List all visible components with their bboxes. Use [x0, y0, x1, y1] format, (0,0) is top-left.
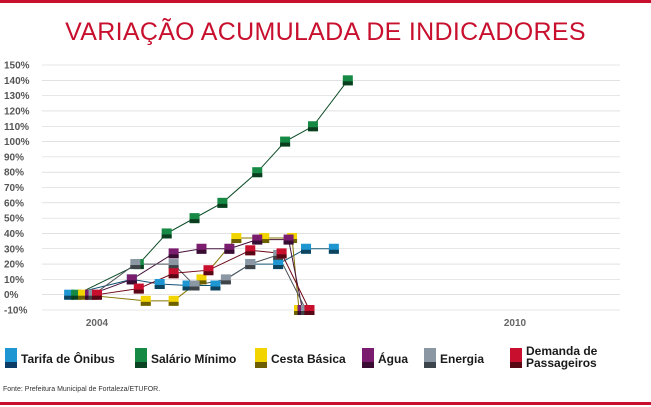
- series-layer: [64, 75, 353, 315]
- legend-swatch-demanda: [510, 348, 522, 368]
- y-tick-label: 70%: [4, 183, 24, 194]
- y-tick-label: 130%: [4, 91, 30, 102]
- data-point: [301, 243, 311, 254]
- legend-label-demanda-line2: Passageiros: [526, 356, 597, 370]
- data-point: [168, 268, 179, 279]
- y-tick-label: 20%: [4, 260, 24, 271]
- y-tick-label: -10%: [4, 306, 27, 317]
- x-tick-label: 2010: [504, 318, 527, 329]
- legend-swatch-energia: [424, 348, 436, 368]
- y-tick-label: 140%: [4, 76, 30, 87]
- y-tick-label: 0%: [4, 290, 19, 301]
- legend-swatch-tarifa: [5, 348, 17, 368]
- data-point: [168, 248, 179, 259]
- y-tick-label: 110%: [4, 122, 29, 133]
- data-point: [217, 197, 228, 208]
- data-point: [328, 243, 339, 254]
- data-point: [161, 228, 172, 239]
- data-point: [140, 295, 151, 306]
- y-tick-label: 150%: [4, 61, 30, 72]
- data-point: [189, 280, 200, 291]
- data-point: [189, 213, 200, 224]
- y-tick-label: 90%: [4, 152, 24, 163]
- data-point: [245, 245, 256, 256]
- y-tick-label: 80%: [4, 168, 24, 179]
- y-tick-label: 120%: [4, 106, 30, 117]
- y-tick-label: 50%: [4, 214, 24, 225]
- data-point: [154, 278, 165, 289]
- legend-label-tarifa: Tarifa de Ônibus: [21, 352, 115, 366]
- y-tick-label: 10%: [4, 275, 24, 286]
- bottom-rule: [0, 402, 651, 405]
- y-tick-label: 30%: [4, 244, 24, 255]
- data-point: [71, 289, 82, 300]
- legend-label-salario: Salário Mínimo: [151, 352, 237, 366]
- data-point: [64, 289, 75, 300]
- data-point: [203, 265, 214, 276]
- data-point: [252, 234, 263, 245]
- data-point: [196, 243, 207, 254]
- data-point: [168, 295, 179, 306]
- data-point: [210, 280, 221, 291]
- y-tick-label: 100%: [4, 137, 30, 148]
- legend-label-cesta: Cesta Básica: [271, 352, 346, 366]
- data-point: [224, 243, 235, 254]
- data-point: [182, 280, 193, 291]
- data-point: [280, 136, 291, 147]
- data-point: [304, 305, 315, 315]
- data-point: [252, 167, 263, 178]
- data-point: [231, 233, 242, 244]
- y-axis-ticks: 150% 140% 130% 120% 110% 100% 90% 80% 70% 60% 50% 4…: [4, 61, 30, 317]
- top-rule: [0, 0, 651, 3]
- x-tick-label: 2004: [86, 318, 109, 329]
- data-point: [133, 283, 144, 294]
- data-point: [130, 259, 141, 270]
- y-tick-label: 40%: [4, 229, 24, 240]
- data-point: [196, 274, 207, 285]
- legend-swatch-salario: [135, 348, 147, 368]
- legend-swatch-agua: [362, 348, 374, 368]
- series-line: [89, 239, 304, 311]
- data-point: [220, 274, 231, 285]
- data-point: [126, 274, 137, 285]
- y-tick-label: 60%: [4, 198, 24, 209]
- data-point: [307, 121, 318, 132]
- data-point: [283, 234, 294, 245]
- data-point: [78, 289, 89, 300]
- data-point: [245, 259, 256, 270]
- data-point: [273, 259, 284, 270]
- data-point: [259, 233, 270, 244]
- legend-swatch-cesta: [255, 348, 267, 368]
- data-point: [92, 289, 102, 300]
- legend: Tarifa de Ônibus Salário Mínimo Cesta Bá…: [5, 345, 645, 375]
- legend-label-energia: Energia: [440, 352, 485, 366]
- data-point: [342, 75, 353, 86]
- chart-title: VARIAÇÃO ACUMULADA DE INDICADORES: [65, 18, 586, 46]
- data-point: [276, 248, 287, 259]
- x-axis-ticks: 2004 2010: [86, 318, 527, 329]
- legend-label-demanda-line1: Demanda de: [526, 344, 598, 358]
- source-note: Fonte: Prefeitura Municipal de Fortaleza…: [3, 386, 161, 393]
- legend-label-agua: Água: [378, 352, 408, 366]
- data-point: [168, 259, 179, 270]
- chart-area: 150% 140% 130% 120% 110% 100% 90% 80% 70% 60% 50% 4…: [4, 61, 620, 329]
